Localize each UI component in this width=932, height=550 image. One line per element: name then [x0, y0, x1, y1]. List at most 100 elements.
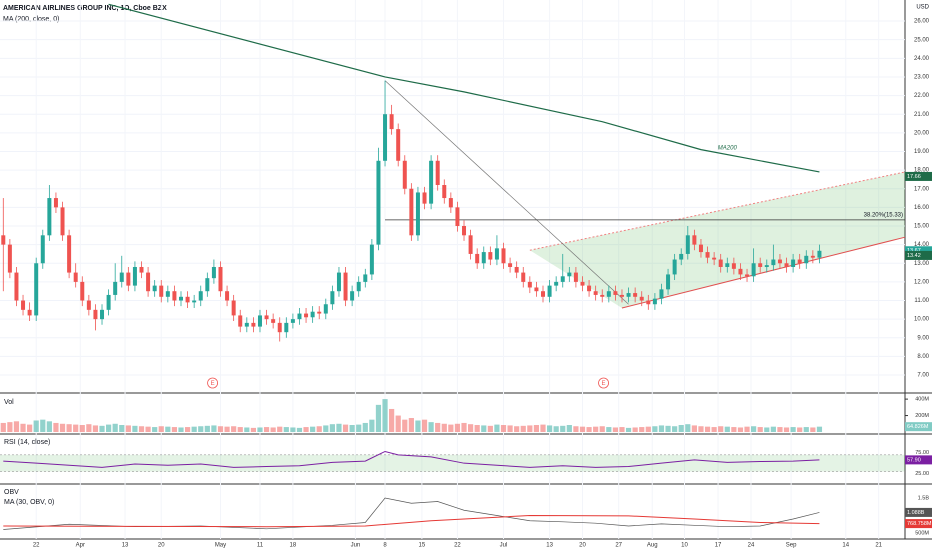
price-badge — [905, 171, 932, 181]
candle-body — [508, 263, 513, 267]
volume-bar — [685, 424, 691, 432]
candle-body — [244, 322, 249, 327]
candle-body — [290, 319, 295, 323]
candle-body — [369, 244, 374, 275]
volume-bar — [435, 422, 441, 432]
x-tick-label: 17 — [715, 543, 722, 549]
y-tick-label: 13.00 — [914, 261, 930, 267]
volume-bar — [816, 426, 823, 432]
volume-bar — [573, 426, 579, 432]
volume-bar — [454, 423, 461, 432]
candle-body — [277, 322, 282, 333]
candle-body — [40, 235, 45, 264]
candle-body — [356, 281, 361, 292]
candle-body — [639, 296, 644, 301]
volume-bar — [731, 427, 737, 432]
event-label: E — [602, 381, 606, 387]
candle-body — [80, 281, 85, 301]
volume-bar — [171, 427, 178, 432]
y-tick-label: 1.5B — [918, 495, 930, 501]
volume-bar — [619, 427, 625, 432]
candle-body — [606, 291, 611, 297]
candle-body — [146, 272, 151, 292]
y-tick-label: 26.00 — [914, 19, 930, 25]
volume-bar — [579, 426, 586, 432]
candle-body — [633, 293, 638, 297]
volume-bar — [33, 420, 39, 432]
candle-body — [317, 311, 322, 314]
volume-bar — [184, 427, 191, 432]
candle-body — [218, 266, 223, 292]
volume-bar — [7, 422, 13, 432]
volume-bar — [283, 427, 289, 432]
candle-body — [257, 315, 262, 327]
x-tick-label: 8 — [383, 543, 387, 549]
candle-body — [34, 263, 39, 316]
candle-body — [415, 192, 420, 236]
x-tick-label: May — [215, 543, 226, 549]
volume-bar — [691, 425, 697, 432]
candle-body — [126, 272, 131, 286]
volume-bar — [303, 427, 309, 432]
volume-bar — [711, 427, 717, 432]
volume-bar — [448, 424, 454, 432]
volume-bar — [310, 426, 316, 432]
volume-bar — [375, 404, 382, 432]
candle-body — [211, 266, 216, 279]
volume-bar — [40, 419, 46, 432]
x-tick-label: 13 — [546, 543, 553, 549]
candle-body — [494, 248, 499, 260]
candle-body — [350, 291, 355, 301]
y-tick-label: 7.00 — [917, 373, 929, 379]
volume-bar — [46, 421, 52, 432]
trend-line — [384, 80, 629, 305]
volume-bar — [599, 426, 605, 432]
volume-bar — [639, 427, 645, 432]
candle-body — [330, 291, 335, 305]
volume-bar — [132, 425, 138, 432]
candle-body — [310, 311, 315, 318]
candle-body — [448, 198, 453, 208]
volume-bar — [810, 427, 816, 432]
volume-bar — [86, 424, 92, 432]
volume-bar — [369, 419, 375, 432]
channel-fill — [529, 171, 905, 308]
volume-bar — [546, 425, 553, 432]
badge-label: 768.758M — [907, 521, 932, 527]
volume-bar — [593, 426, 599, 432]
x-tick-label: Jul — [500, 543, 508, 549]
candle-body — [810, 255, 815, 258]
volume-bar — [329, 424, 335, 432]
volume-bar — [764, 427, 770, 432]
y-tick-label: 400M — [915, 397, 929, 403]
candle-body — [738, 268, 743, 275]
candle-body — [712, 257, 717, 260]
volume-bar — [296, 427, 303, 432]
candle-body — [119, 272, 124, 282]
volume-bar — [507, 425, 513, 432]
badge-label: 64.826M — [907, 424, 929, 430]
price-badge — [905, 455, 932, 465]
volume-bar — [441, 423, 447, 432]
candle-body — [429, 160, 434, 204]
volume-bar — [500, 425, 507, 432]
x-tick-label: 13 — [122, 543, 129, 549]
candle-body — [745, 274, 750, 277]
candle-body — [771, 259, 776, 266]
volume-bar — [204, 425, 210, 432]
candle-body — [554, 281, 559, 286]
candle-body — [718, 259, 723, 267]
volume-bar — [316, 426, 322, 432]
volume-bar — [336, 423, 342, 432]
candle-body — [817, 250, 822, 258]
volume-bar — [533, 425, 540, 432]
candle-body — [541, 291, 545, 297]
candle-body — [672, 259, 677, 275]
candle-body — [7, 244, 12, 273]
y-tick-label: 19.00 — [914, 149, 930, 155]
price-badge — [905, 519, 932, 529]
candle-body — [47, 198, 52, 236]
candle-body — [323, 304, 328, 314]
volume-bar — [724, 426, 730, 432]
event-marker — [598, 377, 609, 389]
